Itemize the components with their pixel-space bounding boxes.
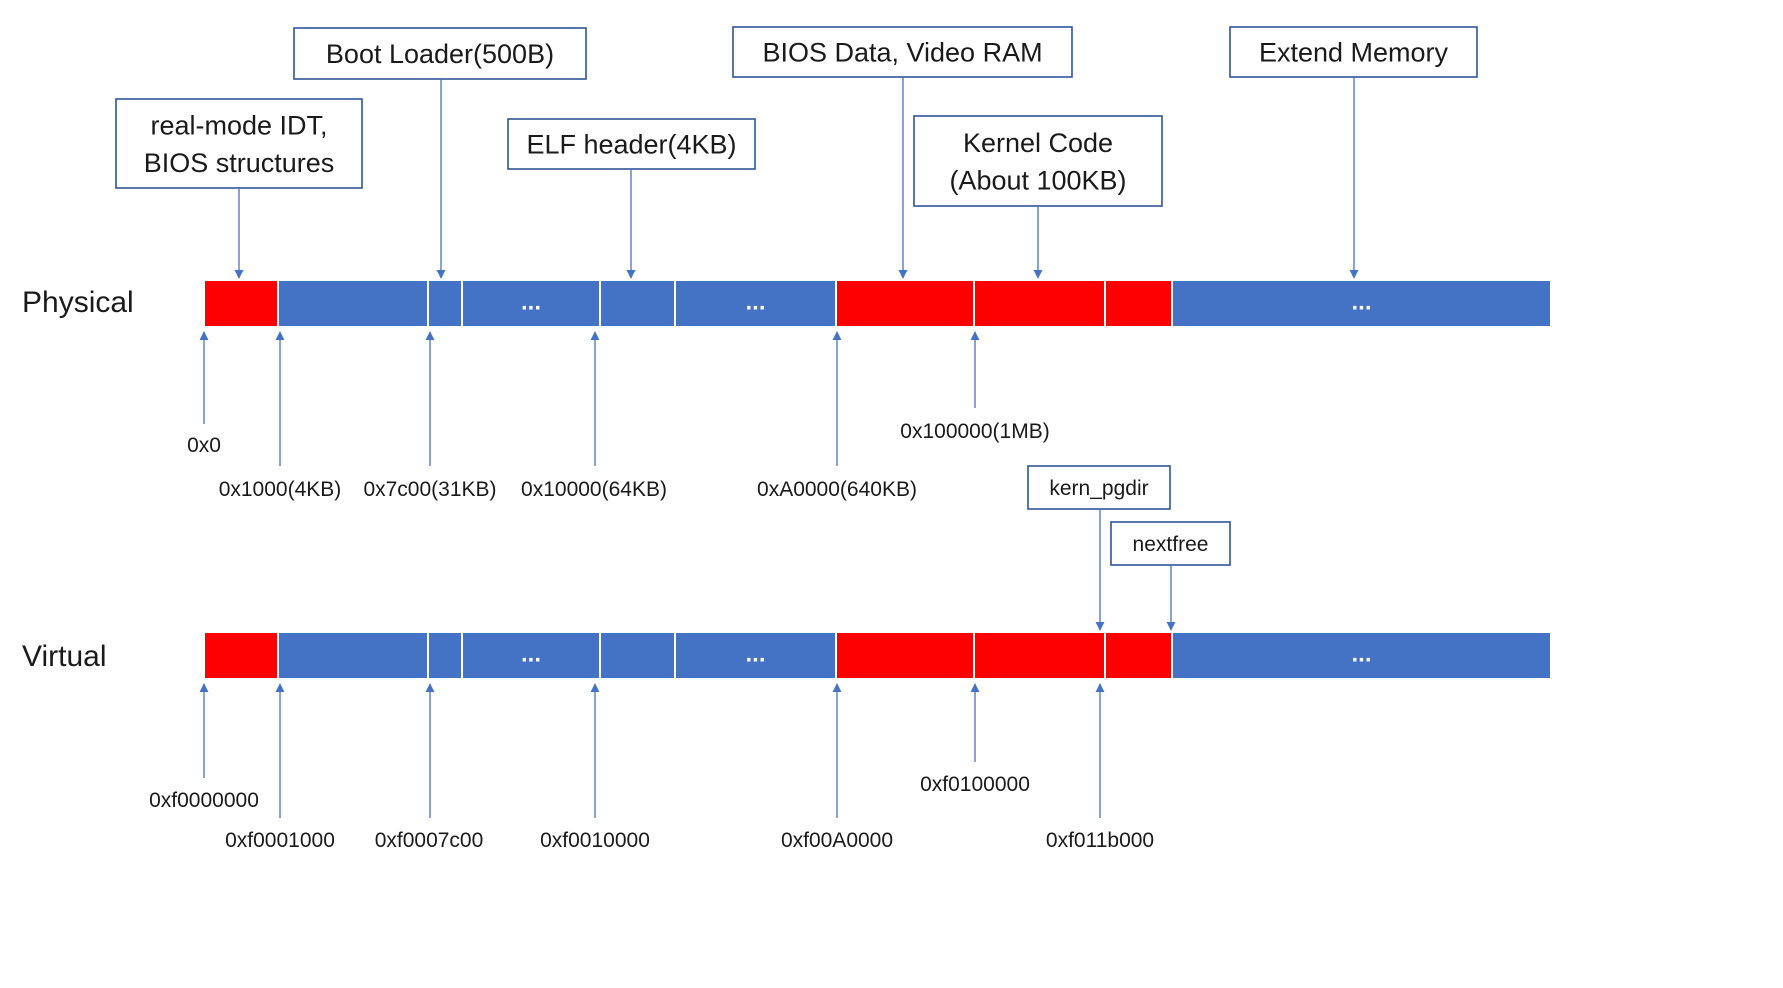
physical-memory-bar: ......... [203,279,1552,328]
physical-callout-text: BIOS Data, Video RAM [762,38,1042,68]
physical-segment [973,279,1106,328]
physical-callout-box [115,98,363,189]
physical-segment-ellipsis: ... [1351,289,1371,316]
virtual-memory-bar: ......... [203,631,1552,680]
physical-callout-text: BIOS structures [144,148,335,178]
virtual-segment-ellipsis: ... [1351,641,1371,668]
physical-callout-text: Extend Memory [1259,38,1449,68]
physical-segment [1104,279,1173,328]
virtual-segment [835,631,975,680]
virtual-segment [674,631,837,680]
virtual-callouts: kern_pgdir nextfree [1027,465,1231,631]
physical-callout-box [507,118,756,170]
physical-callout-text: ELF header(4KB) [526,130,736,160]
virtual-address-label: 0xf0010000 [540,829,650,852]
virtual-address-label: 0xf0007c00 [375,829,484,852]
physical-address-label: 0x10000(64KB) [521,478,667,501]
physical-address-label: 0x0 [187,434,221,457]
physical-segment [674,279,837,328]
physical-segment [835,279,975,328]
physical-callout: Boot Loader(500B) [293,27,587,279]
virtual-address-label: 0xf00A0000 [781,829,893,852]
physical-address-arrows [199,331,980,466]
physical-callout-text: Kernel Code [963,128,1113,158]
physical-segment [277,279,429,328]
physical-callout: real-mode IDT, BIOS structures [115,98,363,279]
physical-callout: BIOS Data, Video RAM [732,26,1073,279]
physical-segment [1171,279,1552,328]
physical-address-label: 0x100000(1MB) [900,420,1049,443]
virtual-address-label: 0xf011b000 [1046,829,1154,852]
virtual-segment-ellipsis: ... [745,641,765,668]
virtual-callout: kern_pgdir [1027,465,1171,631]
physical-address-labels: 0x0 0x1000(4KB) 0x7c00(31KB) 0x10000(64KB) 0… [187,420,1050,501]
virtual-callout-text: nextfree [1133,533,1209,556]
physical-segment [427,279,463,328]
physical-callout-text: Boot Loader(500B) [326,39,554,69]
virtual-segment [973,631,1106,680]
virtual-address-label: 0xf0100000 [920,773,1030,796]
virtual-segment [203,631,279,680]
virtual-callout-text: kern_pgdir [1049,477,1148,500]
physical-segment [599,279,676,328]
physical-segment-ellipsis: ... [745,289,765,316]
virtual-callout: nextfree [1110,521,1231,631]
physical-address-label: 0x1000(4KB) [219,478,342,501]
virtual-row-label: Virtual [22,640,107,673]
physical-callout-box [293,27,587,80]
virtual-callout-box [1110,521,1231,566]
physical-callout-text: (About 100KB) [949,166,1126,196]
physical-address-label: 0x7c00(31KB) [363,478,496,501]
physical-address-label: 0xA0000(640KB) [757,478,917,501]
virtual-address-label: 0xf0001000 [225,829,335,852]
virtual-segment-ellipsis: ... [521,641,541,668]
physical-callout: ELF header(4KB) [507,118,756,279]
physical-row-label: Physical [22,286,134,319]
virtual-segment [427,631,463,680]
physical-segment [203,279,279,328]
virtual-callout-box [1027,465,1171,510]
virtual-address-label: 0xf0000000 [149,789,259,812]
physical-segment-ellipsis: ... [521,289,541,316]
physical-callout-box [1229,26,1478,78]
physical-callout: Extend Memory [1229,26,1478,279]
virtual-segment [277,631,429,680]
virtual-segment [1171,631,1552,680]
physical-callout-box [732,26,1073,78]
physical-segment [461,279,601,328]
physical-callout-text: real-mode IDT, [150,110,327,140]
virtual-segment [1104,631,1173,680]
physical-callouts: real-mode IDT, BIOS structures Boot Loader… [115,26,1478,279]
physical-callout-box [913,115,1163,207]
physical-callout: Kernel Code (About 100KB) [913,115,1163,279]
virtual-address-arrows [199,683,1105,818]
virtual-segment [599,631,676,680]
virtual-address-labels: 0xf0000000 0xf0001000 0xf0007c00 0xf0010000… [149,773,1154,852]
